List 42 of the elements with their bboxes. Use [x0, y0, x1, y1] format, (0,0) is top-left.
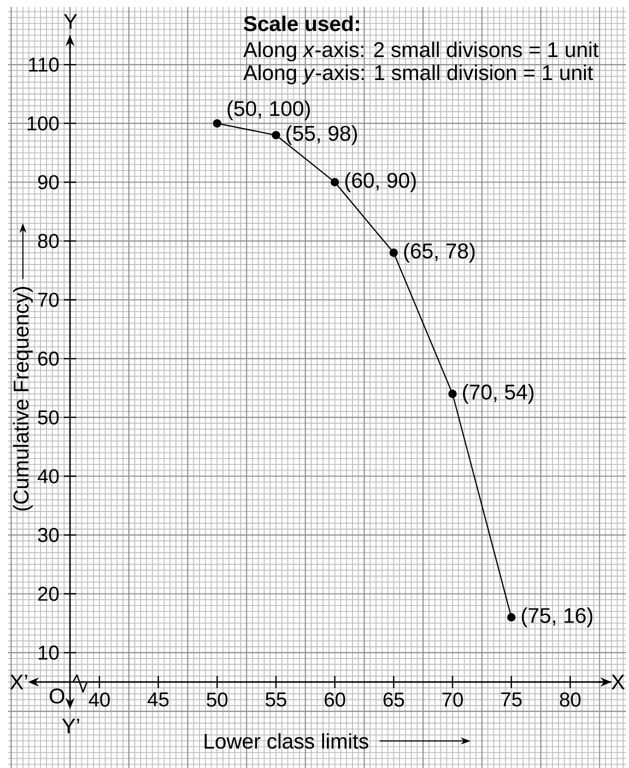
y-tick-label: 50 — [38, 410, 59, 424]
point — [389, 248, 398, 257]
x-tick-label: 80 — [560, 692, 581, 707]
x-tick-label: 40 — [88, 692, 110, 707]
x-axis-title: Lower class limits — [204, 733, 368, 749]
x-tick-label: 70 — [442, 692, 463, 707]
y-tick-label: 60 — [38, 352, 59, 366]
text: Y’ — [62, 718, 80, 734]
point — [507, 613, 516, 622]
x-tick-label: 50 — [206, 692, 228, 707]
text: Y — [64, 14, 78, 29]
point — [272, 130, 280, 140]
data-label: (55, 98) — [286, 125, 357, 146]
y-tick-label: 70 — [38, 292, 59, 307]
data-label: (50, 100) — [228, 100, 310, 120]
data-label: (60, 90) — [345, 172, 416, 192]
point — [448, 390, 457, 398]
x-tick-label: 75 — [501, 692, 522, 706]
y-tick-label: 110 — [29, 58, 59, 72]
text: O — [50, 688, 64, 704]
y-tick-label: 20 — [38, 586, 59, 601]
y-tick-label: 100 — [28, 116, 59, 130]
y-tick-label: 10 — [38, 646, 59, 660]
text: X’ — [10, 674, 28, 690]
data-label: (75, 16) — [522, 607, 592, 628]
y-tick-label: 30 — [38, 528, 59, 542]
text: Scale used: — [244, 16, 359, 32]
data-label: (65, 78) — [404, 242, 475, 263]
x-tick-label: 45 — [148, 692, 169, 706]
text: X — [611, 674, 625, 690]
y-tick-label: 40 — [38, 469, 59, 484]
annotation: Along x-axis: 2 small divisons = 1 unit — [243, 42, 598, 62]
data-label: (70, 54) — [463, 384, 534, 404]
x-tick-label: 65 — [384, 692, 404, 707]
y-axis-title: (Cumulative Frequency) — [13, 286, 33, 510]
y-tick-label: 80 — [38, 234, 59, 248]
point — [330, 178, 340, 186]
annotation: Along y-axis: 1 small division = 1 unit — [243, 64, 594, 84]
x-tick-label: 60 — [324, 692, 346, 707]
point — [212, 119, 222, 128]
x-tick-label: 55 — [266, 692, 286, 706]
y-tick-label: 90 — [38, 175, 59, 190]
